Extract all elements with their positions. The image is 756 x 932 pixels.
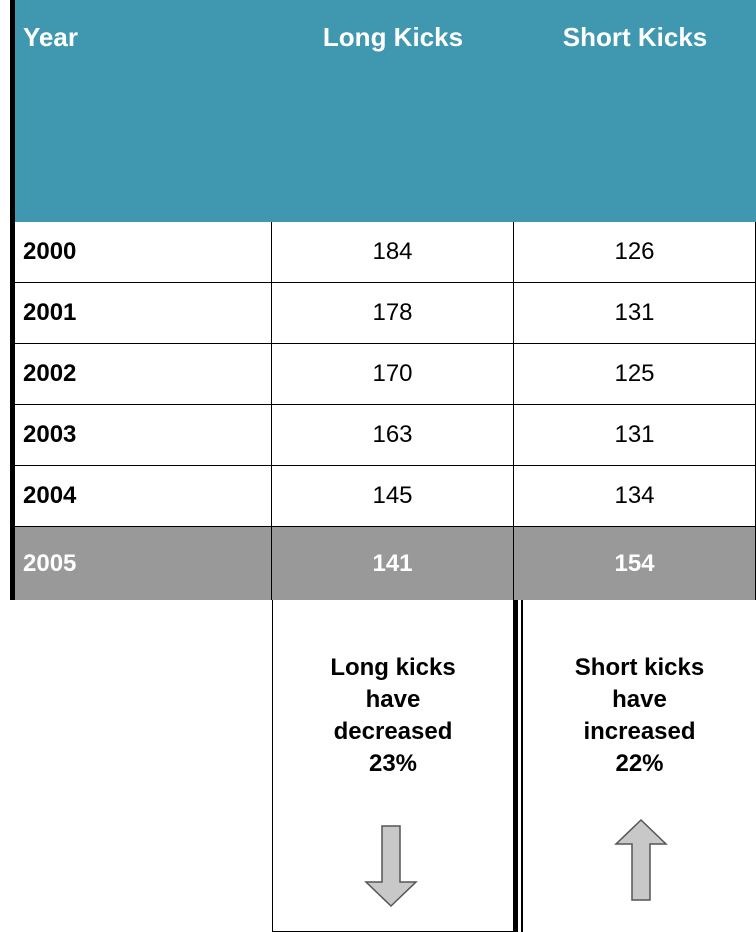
table: Year Long Kicks Short Kicks 2000 184 126 2001 1…	[10, 0, 756, 600]
table-cell: 178	[272, 283, 514, 344]
column-header: Short Kicks	[514, 0, 756, 222]
column-header: Year	[15, 0, 272, 222]
note-text: have	[612, 686, 667, 713]
table-cell: 184	[272, 222, 514, 283]
table-cell: 145	[272, 466, 514, 527]
note-box: Short kicks have increased 22%	[521, 600, 756, 932]
note-text: 22%	[615, 750, 664, 777]
table-cell: 126	[514, 222, 756, 283]
row-label: 2002	[15, 344, 272, 405]
table-cell: 134	[514, 466, 756, 527]
note-text: Short kicks	[574, 654, 705, 681]
row-label: 2001	[15, 283, 272, 344]
note-text: increased	[583, 718, 696, 745]
note-text: decreased	[333, 718, 453, 745]
row-label: 2003	[15, 405, 272, 466]
note-text: Long kicks	[330, 654, 456, 681]
table-cell: 131	[514, 283, 756, 344]
table-cell: 154	[514, 527, 756, 600]
divider	[514, 600, 518, 932]
table-cell: 163	[272, 405, 514, 466]
row-label: 2000	[15, 222, 272, 283]
table-cell: 131	[514, 405, 756, 466]
row-label: 2004	[15, 466, 272, 527]
note-box: Long kicks have decreased 23%	[272, 600, 514, 932]
table-cell: 170	[272, 344, 514, 405]
column-header: Long Kicks	[272, 0, 514, 222]
table-cell: 141	[272, 527, 514, 600]
down-arrow	[364, 825, 418, 908]
row-label: 2005	[15, 527, 272, 600]
note-text: have	[365, 686, 421, 713]
up-arrow	[614, 818, 668, 901]
note-text: 23%	[368, 750, 418, 777]
table-cell: 125	[514, 344, 756, 405]
